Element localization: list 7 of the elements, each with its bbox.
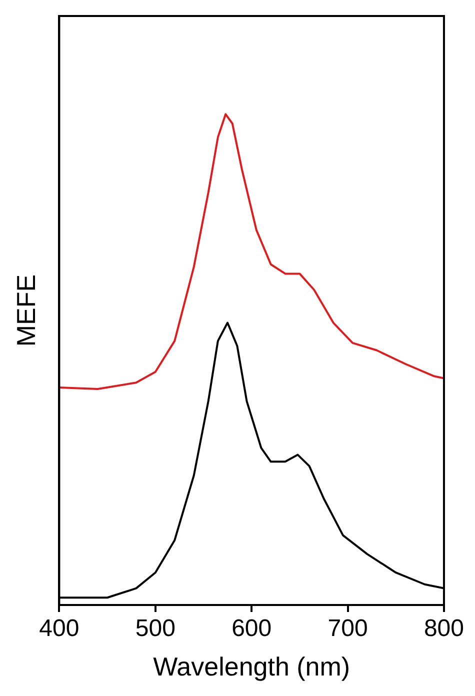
x-tick-label: 400 (39, 615, 80, 642)
x-tick-label: 800 (424, 615, 464, 642)
x-tick-label: 500 (135, 615, 176, 642)
x-tick-label: 700 (328, 615, 368, 642)
y-axis-title: MEFE (10, 274, 41, 347)
x-axis-title: Wavelength (nm) (153, 652, 350, 682)
x-tick-label: 600 (232, 615, 272, 642)
